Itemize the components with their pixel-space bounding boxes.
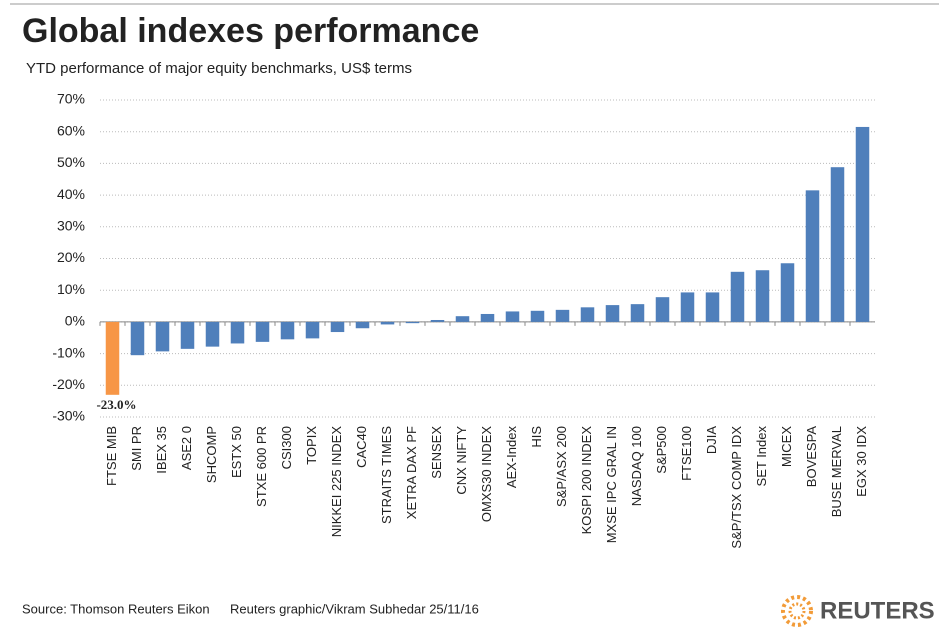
bar (530, 310, 545, 322)
bar (255, 321, 270, 342)
bar (305, 321, 320, 339)
bar (855, 126, 870, 322)
bar (655, 297, 670, 322)
x-tick-label: CAC40 (354, 426, 369, 468)
x-tick-label: SMI PR (129, 426, 144, 471)
bar (330, 321, 345, 333)
x-tick-label: IBEX 35 (154, 426, 169, 474)
bar (355, 321, 370, 329)
bar (380, 321, 395, 325)
x-tick-label: SHCOMP (204, 426, 219, 483)
x-tick-label: FTSE100 (679, 426, 694, 481)
y-tick-label: 30% (57, 218, 85, 234)
credit: Reuters graphic/Vikram Subhedar 25/11/16 (230, 601, 479, 616)
bar (430, 319, 445, 322)
x-tick-label: MXSE IPC GRAL IN (604, 426, 619, 543)
y-tick-label: 10% (57, 281, 85, 297)
chart-title: Global indexes performance (22, 12, 479, 50)
x-tick-label: S&P/TSX COMP IDX (729, 426, 744, 549)
y-tick-label: 70% (57, 91, 85, 107)
y-tick-label: -20% (52, 376, 85, 392)
bar (830, 167, 845, 322)
bar (205, 321, 220, 347)
x-tick-label: NIKKEI 225 INDEX (329, 426, 344, 538)
x-tick-label: EGX 30 IDX (854, 426, 869, 497)
x-tick-label: NASDAQ 100 (629, 426, 644, 506)
logo-icon (781, 595, 813, 627)
bar (455, 316, 470, 322)
x-tick-label: STXE 600 PR (254, 426, 269, 507)
y-tick-label: 40% (57, 186, 85, 202)
bar (180, 321, 195, 349)
logo-text: REUTERS (820, 597, 935, 624)
bar (630, 304, 645, 322)
x-tick-label: CSI300 (279, 426, 294, 469)
x-tick-label: MICEX (779, 426, 794, 468)
y-tick-label: 60% (57, 122, 85, 138)
x-tick-label: KOSPI 200 INDEX (579, 426, 594, 535)
chart-subtitle: YTD performance of major equity benchmar… (26, 60, 412, 77)
bar (230, 321, 245, 344)
x-tick-label: ASE2 0 (179, 426, 194, 470)
x-tick-label: SENSEX (429, 426, 444, 479)
bar (755, 270, 770, 322)
bar (280, 321, 295, 340)
y-tick-label: 20% (57, 249, 85, 265)
bar (780, 263, 795, 322)
y-tick-label: 50% (57, 154, 85, 170)
x-tick-label: CNX NIFTY (454, 426, 469, 495)
x-tick-label: ESTX 50 (229, 426, 244, 478)
x-tick-label: STRAITS TIMES (379, 426, 394, 524)
bar (480, 313, 495, 322)
y-tick-label: -10% (52, 344, 85, 360)
x-tick-label: TOPIX (304, 426, 319, 465)
bar (805, 190, 820, 322)
bar (155, 321, 170, 352)
bar (105, 321, 120, 395)
bar (730, 271, 745, 322)
x-tick-label: XETRA DAX PF (404, 426, 419, 519)
x-tick-label: FTSE MIB (104, 426, 119, 486)
y-tick-label: 0% (65, 313, 85, 329)
source: Source: Thomson Reuters Eikon (22, 601, 210, 616)
y-tick-label: -30% (52, 408, 85, 424)
x-tick-label: AEX-Index (504, 426, 519, 489)
x-tick-label: S&P500 (654, 426, 669, 474)
x-tick-label: SET Index (754, 426, 769, 487)
x-tick-label: BOVESPA (804, 426, 819, 488)
value-label: -23.0% (96, 397, 136, 412)
x-tick-label: OMXS30 INDEX (479, 426, 494, 522)
x-tick-label: BUSE MERVAL (829, 426, 844, 517)
x-tick-label: S&P/ASX 200 (554, 426, 569, 507)
bar (505, 311, 520, 322)
bar (605, 305, 620, 322)
bar (705, 292, 720, 322)
bar (130, 321, 145, 356)
bar (680, 292, 695, 322)
bar (580, 307, 595, 322)
bar (405, 321, 420, 324)
bar (555, 309, 570, 322)
x-tick-label: DJIA (704, 426, 719, 455)
x-tick-label: HIS (529, 426, 544, 448)
